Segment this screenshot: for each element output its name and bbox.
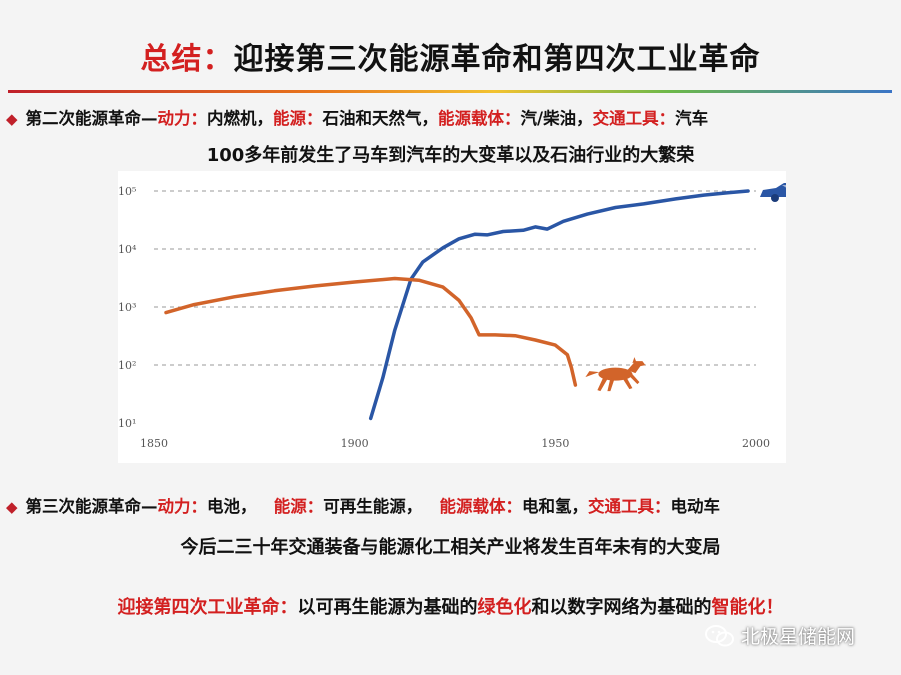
horse-icon: [585, 357, 646, 392]
y-tick-label: 10⁵: [118, 185, 136, 198]
x-tick-label: 1850: [140, 437, 168, 450]
bullet2-val-energy: 石油和天然气，: [322, 109, 439, 128]
bullet3-val-energy: 可再生能源，: [323, 497, 423, 516]
title-main: 迎接第三次能源革命和第四次工业革命: [233, 42, 761, 77]
y-tick-label: 10²: [118, 359, 136, 372]
chart-panel: 10¹ 10² 10³ 10⁴ 10⁵ 1850 1900 1950 2000: [118, 171, 786, 463]
callout-green: 绿色化: [477, 597, 532, 618]
bullet3-key-power: 动力：: [157, 497, 208, 516]
bullet3-val-power: 电池，: [207, 497, 257, 516]
bullet2-key-carrier: 能源载体：: [438, 109, 521, 128]
callout-lead: 迎接第四次工业革命：: [117, 597, 298, 618]
bullet3-key-vehicle: 交通工具：: [588, 497, 671, 516]
watermark-text: 北极星储能网: [741, 626, 856, 648]
bullet2-key-vehicle: 交通工具：: [592, 109, 676, 128]
bullet2-key-power: 动力：: [157, 109, 208, 128]
callout-exclaim: ！: [765, 597, 784, 618]
y-tick-label: 10³: [118, 301, 136, 314]
series-line: [368, 189, 750, 421]
series-line: [164, 276, 578, 387]
bullet-second-revolution: ◆ 第二次能源革命—动力：内燃机，能源：石油和天然气，能源载体：汽/柴油，交通工具…: [6, 105, 894, 129]
callout-text-1: 以可再生能源为基础的: [297, 597, 478, 618]
car-icon: [759, 183, 786, 202]
subtitle-second-revolution: 100多年前发生了马车到汽车的大变革以及石油行业的大繁荣: [206, 145, 695, 166]
diamond-bullet-icon: ◆: [6, 110, 18, 128]
bullet2-key-energy: 能源：: [273, 109, 323, 128]
chart-svg: 10¹ 10² 10³ 10⁴ 10⁵ 1850 1900 1950 2000: [118, 183, 786, 450]
watermark: 北极星储能网: [705, 622, 855, 649]
bullet2-val-vehicle: 汽车: [675, 109, 709, 128]
bullet3-key-energy: 能源：: [273, 497, 324, 516]
title-prefix: 总结：: [140, 42, 234, 77]
x-tick-label: 1900: [341, 437, 369, 450]
bullet3-head: 第三次能源革命—: [25, 497, 158, 516]
x-tick-label: 1950: [541, 437, 569, 450]
callout-smart: 智能化: [711, 597, 766, 618]
wechat-icon: [705, 624, 735, 648]
closing-callout: 迎接第四次工业革命：以可再生能源为基础的绿色化和以数字网络为基础的智能化！: [0, 593, 901, 619]
bullet3-val-vehicle: 电动车: [670, 497, 721, 516]
bullet-third-revolution: ◆ 第三次能源革命—动力：电池， 能源：可再生能源， 能源载体：电和氢，交通工具：…: [6, 493, 894, 517]
y-tick-label: 10⁴: [118, 243, 137, 256]
bullet3-val-carrier: 电和氢，: [522, 497, 589, 516]
bullet2-val-power: 内燃机，: [207, 109, 274, 128]
subtitle-third-revolution: 今后二三十年交通装备与能源化工相关产业将发生百年未有的大变局: [180, 537, 721, 558]
diamond-bullet-icon: ◆: [6, 498, 18, 516]
y-tick-label: 10¹: [118, 417, 136, 430]
x-tick-label: 2000: [742, 437, 770, 450]
title-divider: [8, 90, 892, 93]
bullet3-key-carrier: 能源载体：: [439, 497, 523, 516]
callout-text-2: 和以数字网络为基础的: [531, 597, 712, 618]
bullet2-val-carrier: 汽/柴油，: [520, 109, 593, 128]
bullet2-head: 第二次能源革命—: [25, 109, 158, 128]
slide-title: 总结：迎接第三次能源革命和第四次工业革命: [0, 34, 901, 78]
